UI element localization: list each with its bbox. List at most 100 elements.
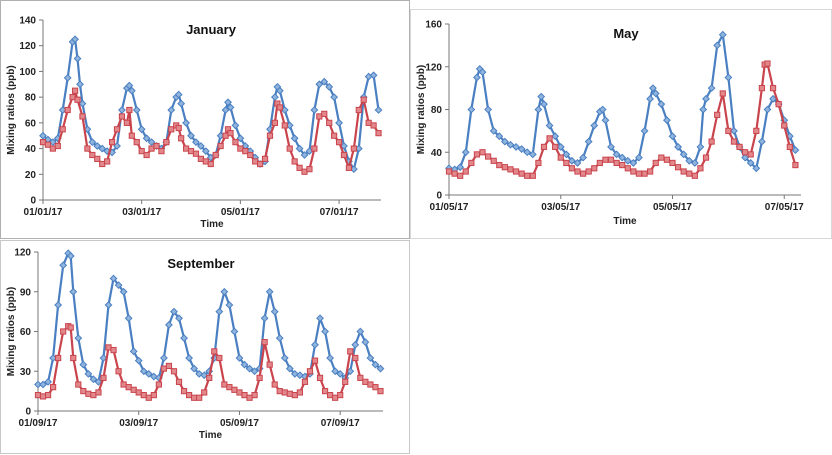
data-point-diamond	[330, 93, 339, 102]
data-point-diamond	[730, 126, 738, 135]
data-point-diamond	[351, 340, 360, 349]
data-point-square	[624, 165, 631, 172]
data-point-square	[276, 104, 283, 111]
data-point-diamond	[220, 287, 229, 296]
data-point-diamond	[139, 367, 148, 376]
data-point-diamond	[713, 41, 722, 50]
x-tick-label: 03/09/17	[119, 418, 158, 429]
data-point-square	[187, 148, 195, 155]
data-point-square	[775, 101, 782, 108]
data-point-square	[143, 151, 150, 159]
data-point-square	[266, 132, 274, 139]
data-point-diamond	[231, 121, 240, 130]
data-point-square	[451, 170, 458, 177]
data-point-square	[148, 145, 155, 152]
data-point-diamond	[545, 121, 554, 130]
data-point-square	[232, 139, 239, 146]
data-point-square	[355, 106, 362, 114]
data-point-square	[669, 159, 676, 167]
data-point-square	[128, 132, 135, 139]
data-point-diamond	[225, 301, 234, 309]
data-point-diamond	[235, 354, 244, 362]
data-point-square	[490, 157, 497, 164]
data-point-square	[108, 139, 116, 146]
data-point-diamond	[316, 314, 324, 323]
data-point-square	[236, 389, 243, 396]
data-point-square	[345, 164, 353, 171]
data-point-square	[90, 392, 97, 399]
data-point-diamond	[63, 73, 72, 82]
data-point-diamond	[137, 125, 146, 134]
x-axis-title: Time	[613, 216, 637, 227]
data-point-diamond	[769, 94, 777, 103]
data-point-diamond	[187, 131, 195, 140]
data-point-square	[524, 172, 531, 179]
data-point-square	[216, 354, 223, 362]
data-point-diamond	[534, 105, 543, 114]
data-point-diamond	[93, 142, 102, 150]
data-point-square	[163, 139, 170, 146]
data-point-square	[160, 365, 168, 372]
data-point-diamond	[71, 35, 79, 44]
data-point-diamond	[271, 93, 279, 102]
data-point-square	[125, 384, 132, 391]
data-point-square	[630, 168, 637, 175]
data-point-diamond	[657, 100, 666, 109]
data-point-square	[168, 126, 175, 133]
data-point-diamond	[679, 150, 688, 159]
data-point-square	[342, 378, 349, 385]
data-point-square	[113, 126, 121, 133]
data-point-square	[135, 389, 142, 396]
data-point-diamond	[124, 314, 133, 323]
data-point-square	[44, 141, 52, 148]
data-point-square	[301, 378, 309, 385]
data-point-square	[67, 324, 74, 331]
data-point-square	[457, 172, 464, 179]
data-point-square	[84, 145, 91, 152]
data-point-square	[321, 388, 329, 395]
data-point-diamond	[226, 103, 235, 112]
x-tick-label: 07/05/17	[765, 202, 804, 213]
data-point-diamond	[215, 307, 224, 316]
data-point-square	[496, 161, 503, 169]
data-point-square	[370, 122, 377, 129]
data-point-square	[89, 151, 96, 159]
data-point-diamond	[290, 134, 299, 143]
y-tick-label: 80	[431, 105, 443, 116]
data-point-square	[150, 392, 157, 399]
y-tick-label: 60	[25, 118, 37, 129]
data-point-square	[85, 390, 92, 397]
data-point-square	[747, 151, 754, 158]
x-axis-title: Time	[200, 219, 224, 230]
data-point-diamond	[201, 147, 210, 156]
data-point-square	[271, 381, 278, 388]
y-axis-title: Mixing ratios (ppb)	[416, 65, 427, 154]
data-point-square	[563, 159, 570, 167]
chart-january: 0 20 40 60 80 100 120 140 01/01/17 03/01/17 05/01/…	[6, 16, 383, 230]
data-point-diamond	[376, 364, 385, 373]
data-point-diamond	[662, 116, 671, 125]
data-point-square	[175, 124, 182, 132]
data-point-diamond	[702, 94, 710, 103]
data-point-square	[49, 145, 56, 152]
data-point-square	[182, 145, 190, 152]
data-point-square	[326, 119, 333, 126]
x-tick-label: 05/01/17	[221, 207, 260, 218]
data-point-diamond	[275, 334, 284, 343]
data-point-square	[552, 143, 559, 151]
data-point-diamond	[646, 94, 655, 103]
data-point-square	[335, 139, 343, 146]
data-point-square	[585, 168, 592, 175]
data-point-diamond	[84, 369, 93, 378]
data-point-diamond	[160, 354, 168, 362]
data-point-diamond	[537, 92, 546, 101]
data-point-square	[212, 151, 219, 159]
data-point-diamond	[573, 159, 582, 167]
data-point-diamond	[73, 54, 82, 63]
data-point-square	[252, 158, 259, 165]
data-point-diamond	[250, 367, 259, 376]
data-point-square	[663, 156, 671, 163]
data-point-square	[686, 170, 693, 177]
data-point-diamond	[361, 338, 370, 347]
data-point-square	[242, 148, 249, 155]
